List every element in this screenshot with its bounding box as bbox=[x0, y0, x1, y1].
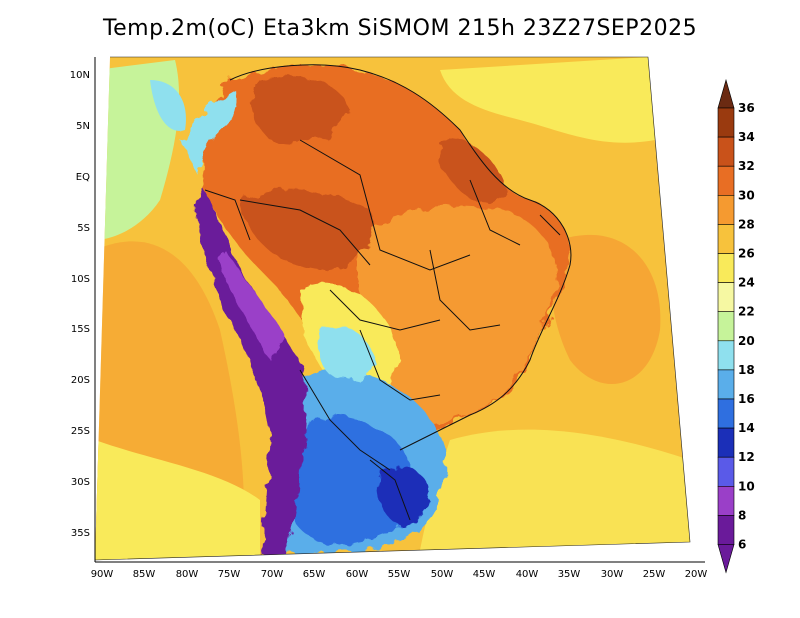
colorbar-label: 10 bbox=[738, 479, 755, 493]
lon-label: 35W bbox=[558, 569, 581, 580]
axis-frame bbox=[94, 57, 705, 563]
lat-label: 5S bbox=[77, 223, 90, 234]
andes-north-ridge bbox=[180, 90, 240, 175]
lat-label: 20S bbox=[71, 375, 90, 386]
colorbar-segment bbox=[717, 224, 735, 254]
atlantic-warm-patch bbox=[551, 234, 661, 384]
lon-label: 20W bbox=[685, 569, 708, 580]
colorbar-label: 34 bbox=[738, 130, 755, 144]
colorbar-label: 30 bbox=[738, 188, 755, 202]
lat-label: 5N bbox=[76, 121, 90, 132]
colorbar-segment bbox=[717, 456, 735, 487]
lat-label: EQ bbox=[76, 172, 90, 183]
rio-grande-cold bbox=[378, 466, 431, 525]
andes-edge bbox=[220, 250, 285, 360]
colorbar-segment bbox=[717, 165, 735, 196]
colorbar-label: 22 bbox=[738, 305, 755, 319]
colorbar-segment bbox=[717, 427, 735, 458]
lon-label: 80W bbox=[176, 569, 199, 580]
colorbar-segment bbox=[717, 369, 735, 400]
colorbar-label: 24 bbox=[738, 276, 755, 290]
lon-label: 40W bbox=[516, 569, 539, 580]
pantanal-dark bbox=[240, 189, 373, 270]
colorbar-label: 28 bbox=[738, 217, 755, 231]
pacific-cool-spot bbox=[150, 80, 186, 131]
domain-edge bbox=[94, 56, 691, 561]
colorbar-label: 8 bbox=[738, 508, 746, 522]
colorbar-bottom-arrow bbox=[717, 544, 735, 574]
colorbar-segment bbox=[717, 398, 735, 429]
colorbar-label: 6 bbox=[738, 538, 746, 552]
lon-axis: 90W 85W 80W 75W 70W 65W 60W 55W 50W 45W … bbox=[91, 569, 708, 580]
south-cooler-zone bbox=[289, 416, 415, 545]
pacific-south-cool bbox=[95, 440, 260, 560]
colorbar-top-arrow bbox=[717, 78, 735, 109]
colorbar-segment bbox=[717, 282, 735, 313]
lon-label: 55W bbox=[388, 569, 411, 580]
colorbar-label: 18 bbox=[738, 363, 755, 377]
colorbar-segment bbox=[717, 515, 735, 545]
lon-label: 25W bbox=[643, 569, 666, 580]
lon-label: 70W bbox=[261, 569, 284, 580]
colorbar-label: 12 bbox=[738, 450, 755, 464]
political-borders bbox=[204, 64, 572, 521]
colorbar-segment bbox=[717, 485, 735, 516]
colorbar-label: 20 bbox=[738, 334, 755, 348]
lon-label: 85W bbox=[133, 569, 156, 580]
lon-label: 45W bbox=[473, 569, 496, 580]
andes-cold bbox=[196, 190, 306, 555]
colorbar-segment bbox=[717, 136, 735, 167]
colorbar-segment bbox=[717, 107, 735, 138]
colorbar-label: 32 bbox=[738, 159, 755, 173]
colorbar-segment bbox=[717, 311, 735, 342]
continent-warm-east bbox=[360, 206, 556, 424]
map-title: Temp.2m(oC) Eta3km SiSMOM 215h 23Z27SEP2… bbox=[102, 16, 698, 41]
atlantic-south-cool bbox=[420, 429, 690, 550]
lat-label: 35S bbox=[71, 528, 90, 539]
colorbar-label: 14 bbox=[738, 421, 755, 435]
colorbar-label: 16 bbox=[738, 392, 755, 406]
lat-label: 15S bbox=[71, 324, 90, 335]
lon-label: 60W bbox=[346, 569, 369, 580]
lon-label: 65W bbox=[303, 569, 326, 580]
lat-label: 10N bbox=[70, 70, 90, 81]
lat-label: 10S bbox=[71, 274, 90, 285]
lon-label: 50W bbox=[431, 569, 454, 580]
lat-label: 25S bbox=[71, 426, 90, 437]
lon-label: 30W bbox=[601, 569, 624, 580]
colorbar: 36 34 32 30 28 26 24 22 20 18 16 14 12 10 8 6 bbox=[717, 78, 755, 574]
colorbar-label: 36 bbox=[738, 101, 755, 115]
lat-label: 30S bbox=[71, 477, 90, 488]
colorbar-segment bbox=[717, 195, 735, 225]
north-hotspot bbox=[251, 76, 350, 144]
northeast-hotspot bbox=[438, 139, 505, 203]
colorbar-segment bbox=[717, 340, 735, 371]
temperature-field bbox=[95, 57, 690, 560]
paraguay-cool bbox=[317, 326, 375, 380]
colorbar-segment bbox=[717, 253, 735, 283]
atlantic-north-patch bbox=[440, 57, 655, 143]
lon-label: 75W bbox=[218, 569, 241, 580]
colorbar-label: 26 bbox=[738, 247, 755, 261]
lat-axis: 10N 5N EQ 5S 10S 15S 20S 25S 30S 35S bbox=[70, 70, 90, 539]
lon-label: 90W bbox=[91, 569, 114, 580]
